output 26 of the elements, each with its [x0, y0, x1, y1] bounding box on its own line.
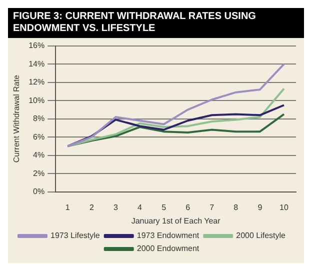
legend-label: 2000 Lifestyle	[236, 231, 286, 240]
y-tick-label: 0%	[33, 187, 45, 196]
x-tick-label: 4	[138, 202, 143, 212]
x-tick-label: 10	[280, 202, 289, 212]
x-tick-label: 5	[162, 202, 167, 212]
y-tick-label: 14%	[28, 59, 45, 68]
x-tick-label: 7	[210, 202, 215, 212]
x-tick-label: 9	[258, 202, 263, 212]
x-tick-label: 3	[113, 202, 118, 212]
x-tick-label: 2	[89, 202, 94, 212]
legend-label: 1973 Endowment	[136, 231, 200, 240]
y-tick-label: 6%	[33, 132, 45, 142]
legend-label: 2000 Endowment	[136, 244, 200, 254]
y-tick-label: 8%	[33, 114, 45, 124]
y-tick-label: 4%	[33, 150, 45, 160]
chart-title: FIGURE 3: CURRENT WITHDRAWAL RATES USING ENDOWMENT VS. LIFESTYLE	[8, 8, 304, 38]
x-tick-label: 8	[234, 202, 239, 212]
y-tick-label: 2%	[33, 168, 45, 178]
y-tick-label: 10%	[28, 96, 45, 105]
x-tick-label: 1	[65, 202, 70, 212]
legend-label: 1973 Lifestyle	[50, 231, 100, 240]
x-axis-title: January 1st of Each Year	[131, 216, 221, 226]
y-tick-label: 16%	[28, 41, 45, 50]
x-tick-label: 6	[186, 202, 191, 212]
y-axis-title: Current Withdrawal Rate	[12, 74, 22, 163]
y-tick-label: 12%	[28, 78, 45, 87]
